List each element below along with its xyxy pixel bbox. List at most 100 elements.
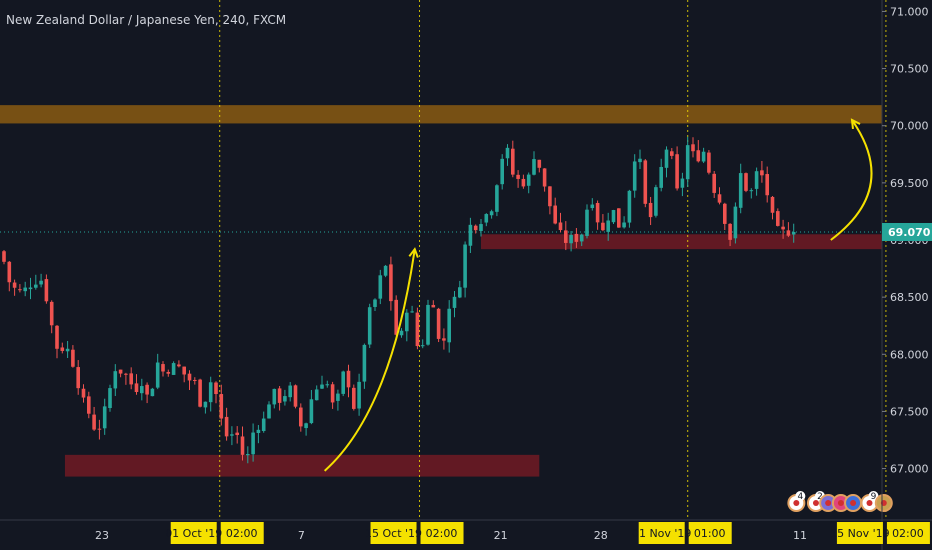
- time-tick-label: 11: [793, 529, 807, 542]
- time-marker-badge-3[interactable]: 15 Nov '19 02:00: [830, 522, 930, 544]
- candle: [177, 360, 181, 368]
- resistance-zone-0[interactable]: [0, 105, 882, 124]
- candle: [129, 367, 133, 390]
- event-count: 9: [871, 492, 877, 502]
- candle: [208, 376, 213, 412]
- candle: [749, 188, 754, 199]
- trend-arrow-1[interactable]: [830, 118, 873, 241]
- candle: [97, 419, 102, 440]
- candle: [23, 281, 27, 297]
- candle: [299, 403, 303, 432]
- candle: [484, 213, 489, 227]
- candle: [155, 353, 160, 390]
- candle: [680, 172, 685, 197]
- price-tick-label: 68.500: [890, 291, 929, 304]
- candle-layer: [2, 136, 796, 464]
- price-tick-label: 71.000: [890, 5, 929, 18]
- candle: [18, 284, 22, 293]
- candle: [383, 264, 388, 278]
- support-zone-2[interactable]: [64, 454, 540, 477]
- candle: [574, 228, 579, 248]
- price-tick-label: 70.000: [890, 120, 929, 133]
- candle: [336, 389, 340, 411]
- candle: [55, 324, 59, 359]
- candle: [595, 200, 600, 230]
- candle: [744, 172, 748, 193]
- candle: [134, 374, 139, 395]
- candle: [511, 140, 515, 178]
- candle: [675, 146, 679, 191]
- marker-time: 02:00: [226, 527, 258, 540]
- trend-arrow-0[interactable]: [323, 247, 419, 472]
- candle: [240, 426, 245, 461]
- candle: [489, 209, 494, 219]
- candle: [463, 241, 467, 298]
- candle: [664, 146, 669, 178]
- candle: [224, 407, 229, 441]
- time-badge: [420, 522, 464, 544]
- event-icon-4[interactable]: [844, 494, 863, 512]
- candle: [579, 233, 584, 247]
- candle: [770, 195, 775, 220]
- support-zone-1[interactable]: [481, 234, 882, 250]
- candle: [500, 154, 504, 190]
- marker-date: 15 Oct '19: [365, 527, 422, 540]
- event-icon-6[interactable]: [874, 494, 893, 512]
- candle: [352, 384, 356, 411]
- candle: [203, 401, 208, 414]
- candle: [389, 256, 393, 311]
- candle: [76, 360, 80, 395]
- candle: [691, 137, 695, 158]
- time-marker-badge-1[interactable]: 15 Oct '19 02:00: [365, 522, 464, 544]
- event-icon-0[interactable]: 4: [787, 491, 806, 512]
- current-price-badge: [882, 223, 932, 241]
- candle: [505, 144, 510, 166]
- candle: [431, 300, 436, 308]
- candle: [516, 170, 520, 188]
- candle: [283, 389, 287, 406]
- time-marker-badge-0[interactable]: 01 Oct '19 02:00: [165, 522, 264, 544]
- candle: [166, 369, 171, 377]
- candle: [399, 328, 404, 338]
- candle: [415, 307, 420, 350]
- candle: [760, 161, 764, 183]
- candle: [426, 299, 430, 346]
- candle: [7, 260, 12, 292]
- candle: [627, 189, 632, 228]
- candle: [696, 140, 701, 163]
- candle: [558, 212, 563, 233]
- time-marker-badge-2[interactable]: 01 Nov '19 01:00: [632, 522, 732, 544]
- candle: [81, 384, 86, 403]
- candle: [87, 391, 91, 419]
- time-tick-label: 28: [594, 529, 608, 542]
- candle: [150, 387, 155, 397]
- candle: [71, 345, 75, 368]
- date-badge: [370, 522, 417, 544]
- candle: [34, 274, 38, 290]
- candle: [230, 426, 234, 446]
- candle: [701, 147, 706, 164]
- candle: [521, 174, 526, 189]
- candle: [367, 303, 372, 348]
- candle: [670, 148, 674, 160]
- candle: [320, 375, 324, 389]
- candle: [362, 343, 367, 389]
- candle: [733, 202, 738, 244]
- candle: [776, 208, 780, 227]
- candle: [272, 388, 277, 409]
- price-tick-label: 69.500: [890, 177, 929, 190]
- candle: [304, 422, 308, 436]
- price-axis[interactable]: 71.00070.50070.00069.50069.00068.50068.0…: [881, 0, 932, 550]
- candle: [65, 340, 70, 359]
- candle: [765, 166, 769, 203]
- date-badge: [638, 522, 685, 544]
- candle: [717, 187, 722, 205]
- candle: [548, 186, 552, 215]
- marker-time: 02:00: [426, 527, 458, 540]
- marker-time: 01:00: [694, 527, 726, 540]
- candle: [410, 305, 414, 313]
- candle: [60, 342, 65, 354]
